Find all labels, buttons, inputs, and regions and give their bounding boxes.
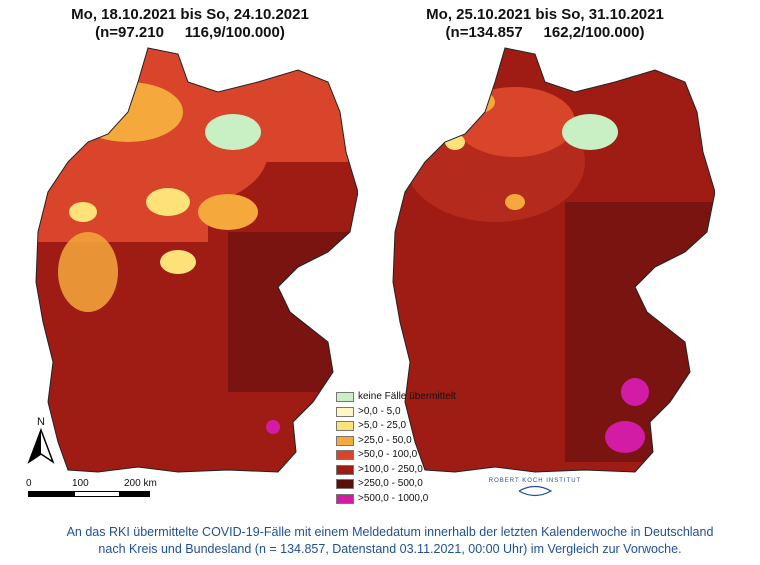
scale-bar: 0 100 200 km (26, 478, 162, 504)
legend-swatch (336, 464, 354, 475)
legend-swatch (336, 406, 354, 417)
rki-logo-text: ROBERT KOCH INSTITUT (488, 478, 582, 484)
scale-segment-1 (28, 491, 74, 497)
map-title-left-line2: (n=97.210 116,9/100.000) (95, 24, 285, 41)
legend-label: >50,0 - 100,0 (358, 449, 418, 461)
map-title-left: Mo, 18.10.2021 bis So, 24.10.2021 (n=97.… (30, 6, 350, 42)
rki-logo-icon (518, 485, 553, 497)
legend-label: >500,0 - 1000,0 (358, 492, 429, 504)
scale-tick-0: 0 (26, 478, 32, 489)
legend-item: keine Fälle übermittelt (336, 390, 456, 405)
scale-tick-100: 100 (72, 478, 89, 489)
legend-swatch (336, 479, 354, 490)
legend-label: >0,0 - 5,0 (358, 405, 401, 417)
legend-label: >250,0 - 500,0 (358, 478, 423, 490)
legend-item: >5,0 - 25,0 (336, 419, 456, 434)
legend-item: >50,0 - 100,0 (336, 448, 456, 463)
scale-segment-2 (74, 491, 120, 497)
caption-line2: nach Kreis und Bundesland (n = 134.857, … (98, 542, 682, 556)
germany-map-left (35, 47, 358, 473)
caption: An das RKI übermittelte COVID-19-Fälle m… (40, 524, 740, 558)
map-title-right: Mo, 25.10.2021 bis So, 31.10.2021 (n=134… (385, 6, 705, 42)
map-title-right-line1: Mo, 25.10.2021 bis So, 31.10.2021 (426, 6, 664, 23)
legend-swatch (336, 392, 354, 403)
legend-swatch (336, 421, 354, 432)
legend: keine Fälle übermittelt >0,0 - 5,0 >5,0 - … (336, 390, 456, 506)
map-title-right-line2: (n=134.857 162,2/100.000) (445, 24, 645, 41)
caption-line1: An das RKI übermittelte COVID-19-Fälle m… (66, 525, 714, 539)
legend-swatch (336, 450, 354, 461)
legend-item: >500,0 - 1000,0 (336, 492, 456, 507)
rki-logo: ROBERT KOCH INSTITUT (475, 478, 595, 500)
legend-label: keine Fälle übermittelt (358, 391, 456, 403)
scale-tick-200: 200 km (124, 478, 157, 489)
north-arrow: N (26, 416, 56, 467)
legend-swatch (336, 493, 354, 504)
north-label: N (37, 416, 45, 428)
scale-segment-3 (120, 491, 150, 497)
map-title-left-line1: Mo, 18.10.2021 bis So, 24.10.2021 (71, 6, 309, 23)
legend-item: >100,0 - 250,0 (336, 463, 456, 478)
legend-label: >100,0 - 250,0 (358, 463, 423, 475)
legend-label: >5,0 - 25,0 (358, 420, 407, 432)
germany-map-right (392, 47, 715, 473)
legend-item: >250,0 - 500,0 (336, 477, 456, 492)
north-arrow-icon (27, 427, 55, 464)
legend-item: >25,0 - 50,0 (336, 434, 456, 449)
legend-swatch (336, 435, 354, 446)
legend-item: >0,0 - 5,0 (336, 405, 456, 420)
legend-label: >25,0 - 50,0 (358, 434, 412, 446)
